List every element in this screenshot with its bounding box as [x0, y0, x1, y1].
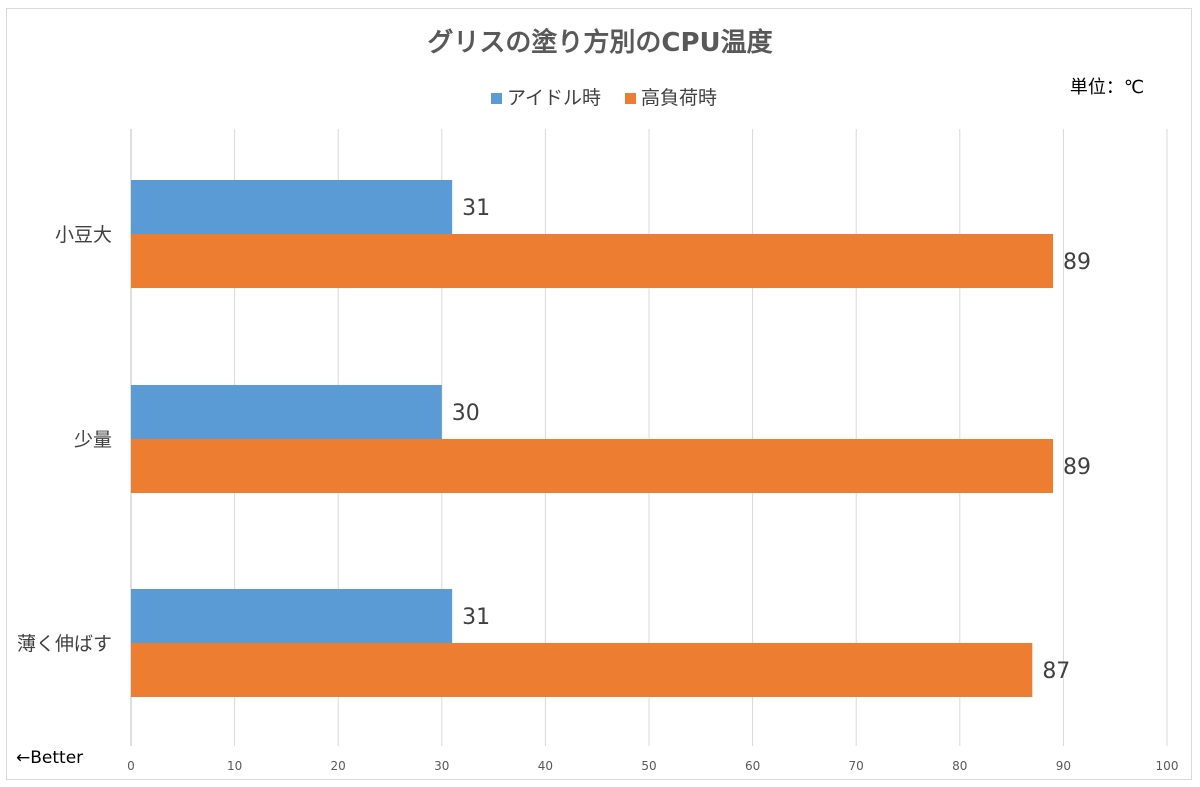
data-label-0-2: 31	[462, 605, 490, 630]
chart-title: グリスの塗り方別のCPU温度	[427, 27, 772, 58]
data-label-0-1: 30	[452, 401, 480, 426]
bar-0-2	[131, 589, 453, 643]
bar-1-0	[131, 234, 1054, 288]
x-tick-label-40: 40	[538, 759, 553, 773]
bar-0-0	[131, 180, 453, 234]
x-tick-label-10: 10	[227, 759, 242, 773]
legend-label-1: 高負荷時	[641, 87, 717, 109]
bar-1-1	[131, 439, 1054, 493]
x-tick-label-0: 0	[127, 759, 135, 773]
category-label-0: 小豆大	[55, 224, 112, 246]
x-tick-label-70: 70	[849, 759, 864, 773]
data-label-0-0: 31	[462, 196, 490, 221]
x-tick-label-100: 100	[1156, 759, 1179, 773]
x-tick-label-60: 60	[745, 759, 760, 773]
better-note: ←Better	[16, 748, 83, 768]
data-label-layer: 31 89 30 89 31 87	[452, 196, 1091, 684]
x-tick-label-90: 90	[1056, 759, 1071, 773]
x-tick-labels: 0 10 20 30 40 50 60 70 80 90 100	[127, 759, 1178, 773]
x-tick-label-20: 20	[331, 759, 346, 773]
legend: アイドル時 高負荷時	[491, 87, 717, 109]
category-label-1: 少量	[74, 429, 112, 451]
legend-label-0: アイドル時	[507, 87, 601, 109]
chart-svg: グリスの塗り方別のCPU温度 アイドル時 高負荷時 単位：℃ 0 10 20 30 40 5…	[16, 27, 1178, 773]
x-tick-label-80: 80	[952, 759, 967, 773]
data-label-1-2: 87	[1042, 659, 1070, 684]
bar-1-2	[131, 643, 1033, 697]
data-label-1-1: 89	[1063, 455, 1091, 480]
unit-label: 単位：℃	[1070, 77, 1144, 98]
chart-frame: グリスの塗り方別のCPU温度 アイドル時 高負荷時 単位：℃ 0 10 20 30 40 5…	[6, 8, 1192, 780]
x-tick-label-30: 30	[434, 759, 449, 773]
bar-layer	[131, 180, 1054, 697]
category-label-2: 薄く伸ばす	[17, 633, 112, 655]
legend-swatch-0	[491, 93, 502, 104]
legend-swatch-1	[625, 93, 636, 104]
x-tick-label-50: 50	[641, 759, 656, 773]
data-label-1-0: 89	[1063, 250, 1091, 275]
bar-0-1	[131, 385, 442, 439]
